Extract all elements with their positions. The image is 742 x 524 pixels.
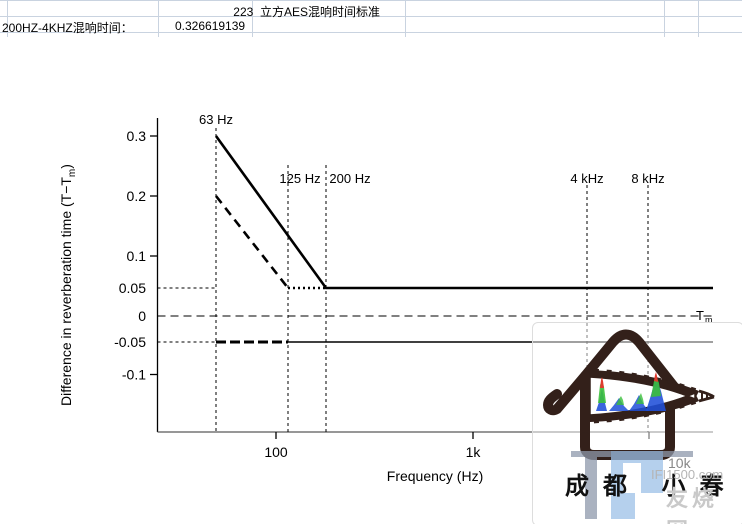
svg-text:0.3: 0.3 xyxy=(127,128,147,144)
svg-text:T: T xyxy=(696,308,704,323)
svg-text:-0.05: -0.05 xyxy=(114,334,146,350)
svg-text:0.05: 0.05 xyxy=(119,280,146,296)
svg-text:1k: 1k xyxy=(466,444,482,460)
svg-text:0.1: 0.1 xyxy=(127,248,147,264)
svg-text:63 Hz: 63 Hz xyxy=(199,112,233,127)
svg-text:0: 0 xyxy=(138,308,146,324)
svg-text:200 Hz: 200 Hz xyxy=(329,171,370,186)
svg-text:Frequency (Hz): Frequency (Hz) xyxy=(387,468,483,484)
svg-text:4 kHz: 4 kHz xyxy=(570,171,603,186)
svg-text:8 kHz: 8 kHz xyxy=(631,171,664,186)
svg-text:0.2: 0.2 xyxy=(127,188,147,204)
svg-text:-0.1: -0.1 xyxy=(122,367,146,383)
svg-text:100: 100 xyxy=(264,444,288,460)
svg-text:125 Hz: 125 Hz xyxy=(279,171,320,186)
